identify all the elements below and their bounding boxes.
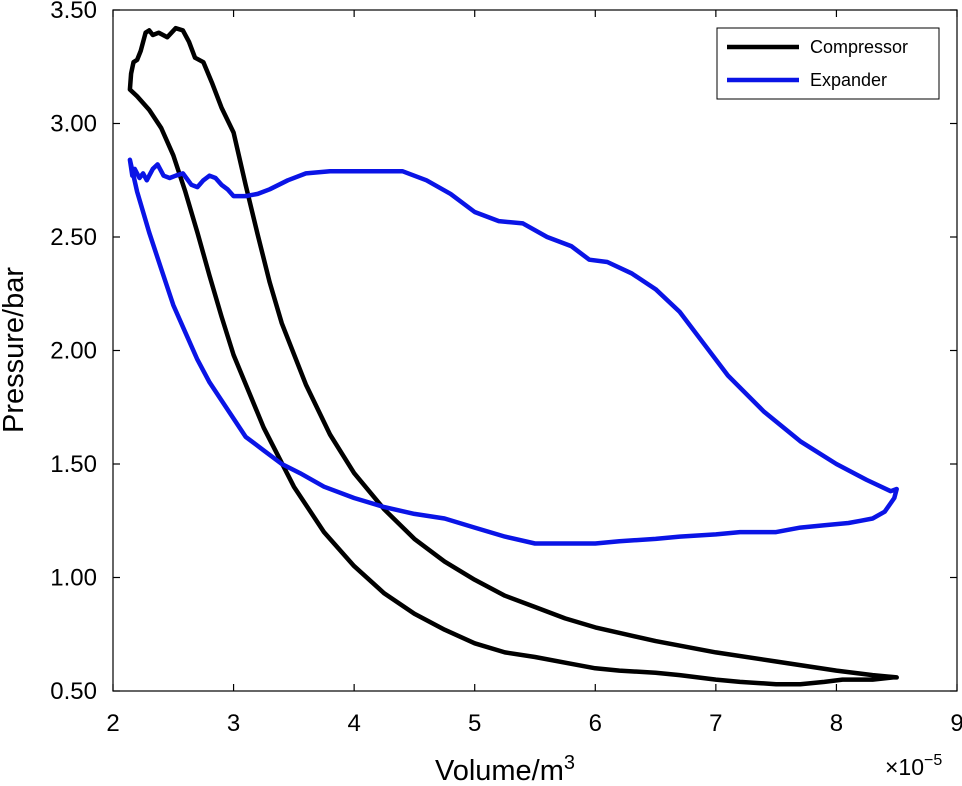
x-tick-label: 6 [589,710,602,737]
legend-label-expander: Expander [810,70,887,90]
x-tick-label: 3 [227,710,240,737]
y-tick-label: 0.50 [50,678,97,705]
x-axis-exponent-power: −5 [924,752,942,769]
series-layer [127,25,899,687]
x-tick-label: 4 [347,710,360,737]
series-line-compressor [127,25,899,687]
x-axis-exponent: ×10−5 [885,752,942,780]
y-tick-label: 3.00 [50,111,97,138]
y-tick-label: 3.50 [50,0,97,24]
x-axis-label-superscript: 3 [564,752,575,774]
y-tick-label: 2.50 [50,224,97,251]
legend-box [716,27,940,100]
x-tick-label: 8 [830,710,843,737]
legend-label-compressor: Compressor [810,37,908,57]
x-axis-label-text: Volume/m [435,755,564,786]
x-axis-exponent-base: ×10 [885,754,924,780]
y-tick-label: 1.00 [50,565,97,592]
x-tick-label: 5 [468,710,481,737]
x-tick-label: 2 [106,710,119,737]
y-tick-label: 2.00 [50,338,97,365]
y-axis-label: Pressure/bar [0,267,30,433]
ticks-layer: 2 3 4 5 6 7 8 9 0.50 1.00 1.50 2.00 2.50 3.00 3.50 [50,0,962,737]
x-tick-label: 7 [709,710,722,737]
x-tick-label: 9 [950,710,962,737]
series-line-expander [127,157,899,546]
x-axis-label: Volume/m3 [435,752,575,786]
y-tick-label: 1.50 [50,451,97,478]
legend: Compressor Expander [716,27,940,100]
